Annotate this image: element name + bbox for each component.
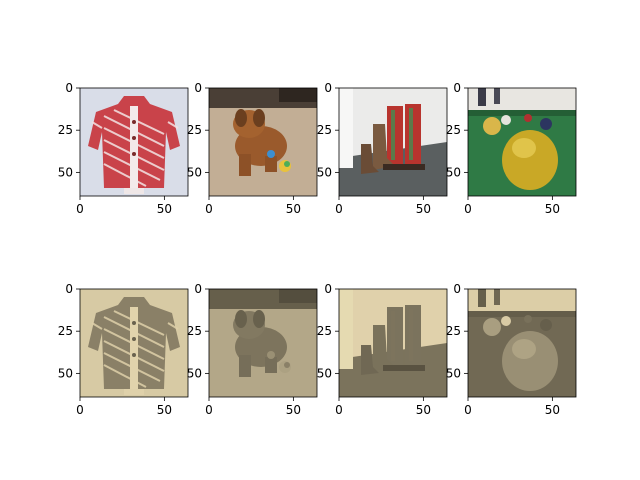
- y-tick-label: 50: [58, 366, 73, 380]
- y-tick-label: 0: [194, 282, 202, 296]
- y-tick-label: 50: [446, 165, 461, 179]
- x-tick-label: 50: [416, 202, 431, 216]
- panel-image: [339, 88, 447, 196]
- y-tick-label: 50: [58, 165, 73, 179]
- x-tick-label: 0: [464, 202, 472, 216]
- axes-frame: [338, 288, 448, 398]
- panel-image: [209, 88, 317, 196]
- axes-frame: [208, 87, 318, 197]
- subplot-2-3: 0 50 0 25 50: [317, 282, 448, 417]
- y-tick-label: 0: [65, 282, 73, 296]
- panels-layer: 0 50 0 25 50 0 50 0 25 50 0 50 0 25 50 0 50 0 25 50 0 50 0 25 50…: [58, 81, 577, 417]
- subplot-1-1: 0 50 0 25 50: [58, 81, 189, 216]
- subplot-1-2: 0 50 0 25 50: [187, 81, 318, 216]
- y-tick-label: 25: [317, 324, 332, 338]
- panel-image: [468, 289, 576, 397]
- axes-frame: [79, 87, 189, 197]
- axes-frame: [208, 288, 318, 398]
- x-tick-label: 0: [205, 202, 213, 216]
- x-tick-label: 0: [76, 202, 84, 216]
- axes-frame: [338, 87, 448, 197]
- panel-image: [468, 88, 576, 196]
- y-tick-label: 0: [453, 81, 461, 95]
- x-tick-label: 50: [416, 403, 431, 417]
- y-tick-label: 0: [453, 282, 461, 296]
- x-tick-label: 0: [335, 403, 343, 417]
- x-tick-label: 50: [286, 403, 301, 417]
- y-tick-label: 25: [317, 123, 332, 137]
- subplot-1-4: 0 50 0 25 50: [446, 81, 577, 216]
- panel-image: [339, 289, 447, 397]
- x-tick-label: 0: [76, 403, 84, 417]
- subplot-1-3: 0 50 0 25 50: [317, 81, 448, 216]
- y-tick-label: 50: [317, 165, 332, 179]
- y-tick-label: 0: [65, 81, 73, 95]
- y-tick-label: 0: [324, 81, 332, 95]
- x-tick-label: 50: [157, 202, 172, 216]
- y-tick-label: 25: [446, 324, 461, 338]
- y-tick-label: 25: [187, 324, 202, 338]
- panel-image: [209, 289, 317, 397]
- x-tick-label: 0: [335, 202, 343, 216]
- y-tick-label: 0: [194, 81, 202, 95]
- y-tick-label: 50: [446, 366, 461, 380]
- x-tick-label: 50: [157, 403, 172, 417]
- y-tick-label: 25: [58, 324, 73, 338]
- axes-frame: [467, 87, 577, 197]
- panel-image: [79, 288, 189, 398]
- axes-frame: [79, 288, 189, 398]
- y-tick-label: 0: [324, 282, 332, 296]
- y-tick-label: 25: [446, 123, 461, 137]
- subplot-2-1: 0 50 0 25 50: [58, 282, 189, 417]
- subplot-2-4: 0 50 0 25 50: [446, 282, 577, 417]
- axes-frame: [467, 288, 577, 398]
- panel-image: [79, 87, 189, 197]
- y-tick-label: 25: [58, 123, 73, 137]
- x-tick-label: 50: [286, 202, 301, 216]
- y-tick-label: 50: [187, 366, 202, 380]
- y-tick-label: 50: [187, 165, 202, 179]
- subplot-2-2: 0 50 0 25 50: [187, 282, 318, 417]
- y-tick-label: 50: [317, 366, 332, 380]
- y-tick-label: 25: [187, 123, 202, 137]
- x-tick-label: 0: [464, 403, 472, 417]
- x-tick-label: 0: [205, 403, 213, 417]
- x-tick-label: 50: [545, 403, 560, 417]
- x-tick-label: 50: [545, 202, 560, 216]
